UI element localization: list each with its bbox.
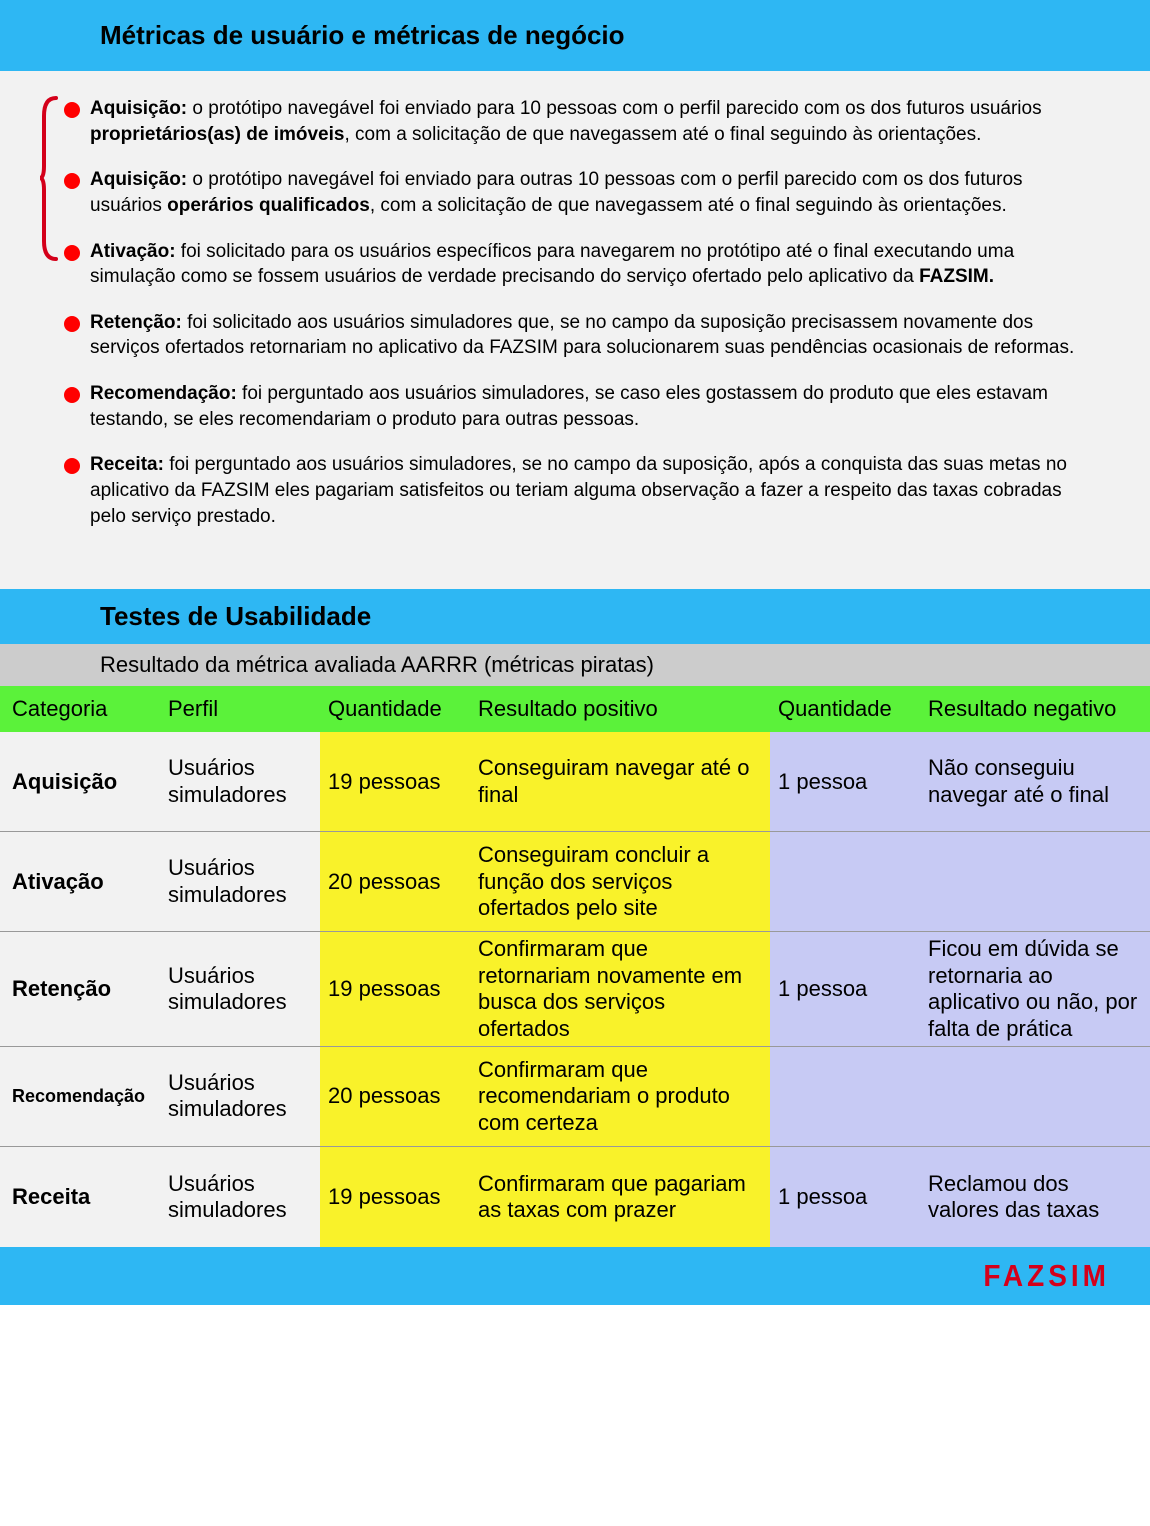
bullet-dot-icon: [64, 387, 80, 403]
metrics-body: Aquisição: o protótipo navegável foi env…: [0, 71, 1150, 589]
table-header-cell: Perfil: [160, 692, 320, 726]
bullet-dot-icon: [64, 102, 80, 118]
fazsim-logo: FAZSIM: [983, 1258, 1110, 1293]
table-row: RecomendaçãoUsuários simuladores20 pesso…: [0, 1047, 1150, 1147]
table-cell: Confirmaram que recomendariam o produto …: [470, 1047, 770, 1146]
table-cell: 20 pessoas: [320, 832, 470, 931]
table-row: AtivaçãoUsuários simuladores20 pessoasCo…: [0, 832, 1150, 932]
table-header-cell: Quantidade: [770, 692, 920, 726]
table-cell: 1 pessoa: [770, 1147, 920, 1247]
bracket-grouping-icon: [38, 96, 60, 261]
table-cell: Usuários simuladores: [160, 932, 320, 1046]
bullet-dot-icon: [64, 458, 80, 474]
table-cell: Ficou em dúvida se retornaria ao aplicat…: [920, 932, 1150, 1046]
table-cell: Aquisição: [0, 732, 160, 831]
table-cell: [920, 1047, 1150, 1146]
section-header-metrics: Métricas de usuário e métricas de negóci…: [0, 0, 1150, 71]
table-cell: [920, 832, 1150, 931]
footer-bar: FAZSIM: [0, 1247, 1150, 1305]
bullet-text: Ativação: foi solicitado para os usuário…: [90, 239, 1090, 290]
table-row: RetençãoUsuários simuladores19 pessoasCo…: [0, 932, 1150, 1047]
section-header-usability: Testes de Usabilidade: [0, 589, 1150, 644]
table-header-cell: Resultado positivo: [470, 692, 770, 726]
table-cell: Usuários simuladores: [160, 732, 320, 831]
bullet-item: Retenção: foi solicitado aos usuários si…: [90, 310, 1090, 361]
bullet-dot-icon: [64, 316, 80, 332]
table-cell: Retenção: [0, 932, 160, 1046]
bullet-text: Retenção: foi solicitado aos usuários si…: [90, 310, 1090, 361]
table-cell: [770, 832, 920, 931]
table-cell: Usuários simuladores: [160, 1047, 320, 1146]
table-cell: [770, 1047, 920, 1146]
table-cell: 20 pessoas: [320, 1047, 470, 1146]
bullet-item: Recomendação: foi perguntado aos usuário…: [90, 381, 1090, 432]
table-cell: Confirmaram que pagariam as taxas com pr…: [470, 1147, 770, 1247]
table-cell: Recomendação: [0, 1047, 160, 1146]
bullet-text: Recomendação: foi perguntado aos usuário…: [90, 381, 1090, 432]
table-cell: Conseguiram concluir a função dos serviç…: [470, 832, 770, 931]
bullet-text: Receita: foi perguntado aos usuários sim…: [90, 452, 1090, 529]
bullet-item: Aquisição: o protótipo navegável foi env…: [90, 96, 1090, 147]
bullet-dot-icon: [64, 173, 80, 189]
usability-table: CategoriaPerfilQuantidadeResultado posit…: [0, 686, 1150, 1247]
table-row: ReceitaUsuários simuladores19 pessoasCon…: [0, 1147, 1150, 1247]
bullet-dot-icon: [64, 245, 80, 261]
table-header-cell: Resultado negativo: [920, 692, 1150, 726]
table-cell: Ativação: [0, 832, 160, 931]
table-header-row: CategoriaPerfilQuantidadeResultado posit…: [0, 686, 1150, 732]
table-cell: Reclamou dos valores das taxas: [920, 1147, 1150, 1247]
bullet-item: Aquisição: o protótipo navegável foi env…: [90, 167, 1090, 218]
bullet-item: Ativação: foi solicitado para os usuário…: [90, 239, 1090, 290]
table-cell: 19 pessoas: [320, 732, 470, 831]
table-header-cell: Quantidade: [320, 692, 470, 726]
bullet-list: Aquisição: o protótipo navegável foi env…: [60, 96, 1090, 529]
table-row: AquisiçãoUsuários simuladores19 pessoasC…: [0, 732, 1150, 832]
bullet-text: Aquisição: o protótipo navegável foi env…: [90, 96, 1090, 147]
table-cell: Receita: [0, 1147, 160, 1247]
subheader-aarrr: Resultado da métrica avaliada AARRR (mét…: [0, 644, 1150, 686]
table-header-cell: Categoria: [0, 692, 160, 726]
table-cell: 19 pessoas: [320, 1147, 470, 1247]
bullet-item: Receita: foi perguntado aos usuários sim…: [90, 452, 1090, 529]
table-cell: Conseguiram navegar até o final: [470, 732, 770, 831]
table-cell: Confirmaram que retornariam novamente em…: [470, 932, 770, 1046]
table-cell: Usuários simuladores: [160, 832, 320, 931]
table-cell: Usuários simuladores: [160, 1147, 320, 1247]
table-cell: 19 pessoas: [320, 932, 470, 1046]
bullet-text: Aquisição: o protótipo navegável foi env…: [90, 167, 1090, 218]
table-cell: Não conseguiu navegar até o final: [920, 732, 1150, 831]
table-cell: 1 pessoa: [770, 732, 920, 831]
table-cell: 1 pessoa: [770, 932, 920, 1046]
